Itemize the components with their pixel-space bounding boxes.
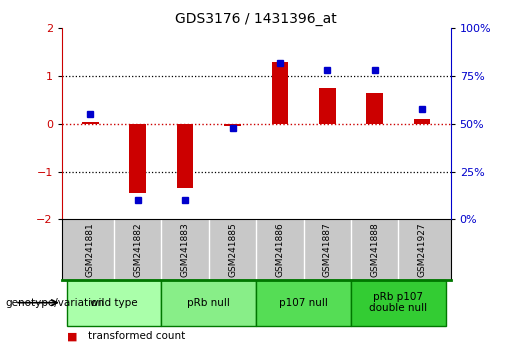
- Bar: [271, 62, 288, 124]
- Text: wild type: wild type: [90, 298, 138, 308]
- Text: genotype/variation: genotype/variation: [5, 298, 104, 308]
- Bar: [224, 124, 241, 126]
- Bar: [256, 280, 351, 326]
- Bar: [367, 93, 383, 124]
- Text: pRb null: pRb null: [187, 298, 230, 308]
- Text: GSM241885: GSM241885: [228, 222, 237, 277]
- Bar: [82, 121, 98, 124]
- Bar: [161, 280, 256, 326]
- Bar: [414, 119, 431, 124]
- Text: ■: ■: [67, 331, 77, 341]
- Text: GSM241886: GSM241886: [276, 222, 284, 277]
- Text: transformed count: transformed count: [88, 331, 185, 341]
- Text: GSM241927: GSM241927: [418, 222, 426, 277]
- Text: GSM241883: GSM241883: [181, 222, 190, 277]
- Text: GSM241888: GSM241888: [370, 222, 379, 277]
- Bar: [319, 88, 336, 124]
- Text: GSM241882: GSM241882: [133, 222, 142, 277]
- Text: GSM241881: GSM241881: [86, 222, 95, 277]
- Bar: [129, 124, 146, 193]
- Bar: [351, 280, 446, 326]
- Title: GDS3176 / 1431396_at: GDS3176 / 1431396_at: [175, 12, 337, 26]
- Bar: [177, 124, 194, 188]
- Text: p107 null: p107 null: [279, 298, 328, 308]
- Text: GSM241887: GSM241887: [323, 222, 332, 277]
- Text: pRb p107
double null: pRb p107 double null: [369, 292, 427, 314]
- Bar: [66, 280, 161, 326]
